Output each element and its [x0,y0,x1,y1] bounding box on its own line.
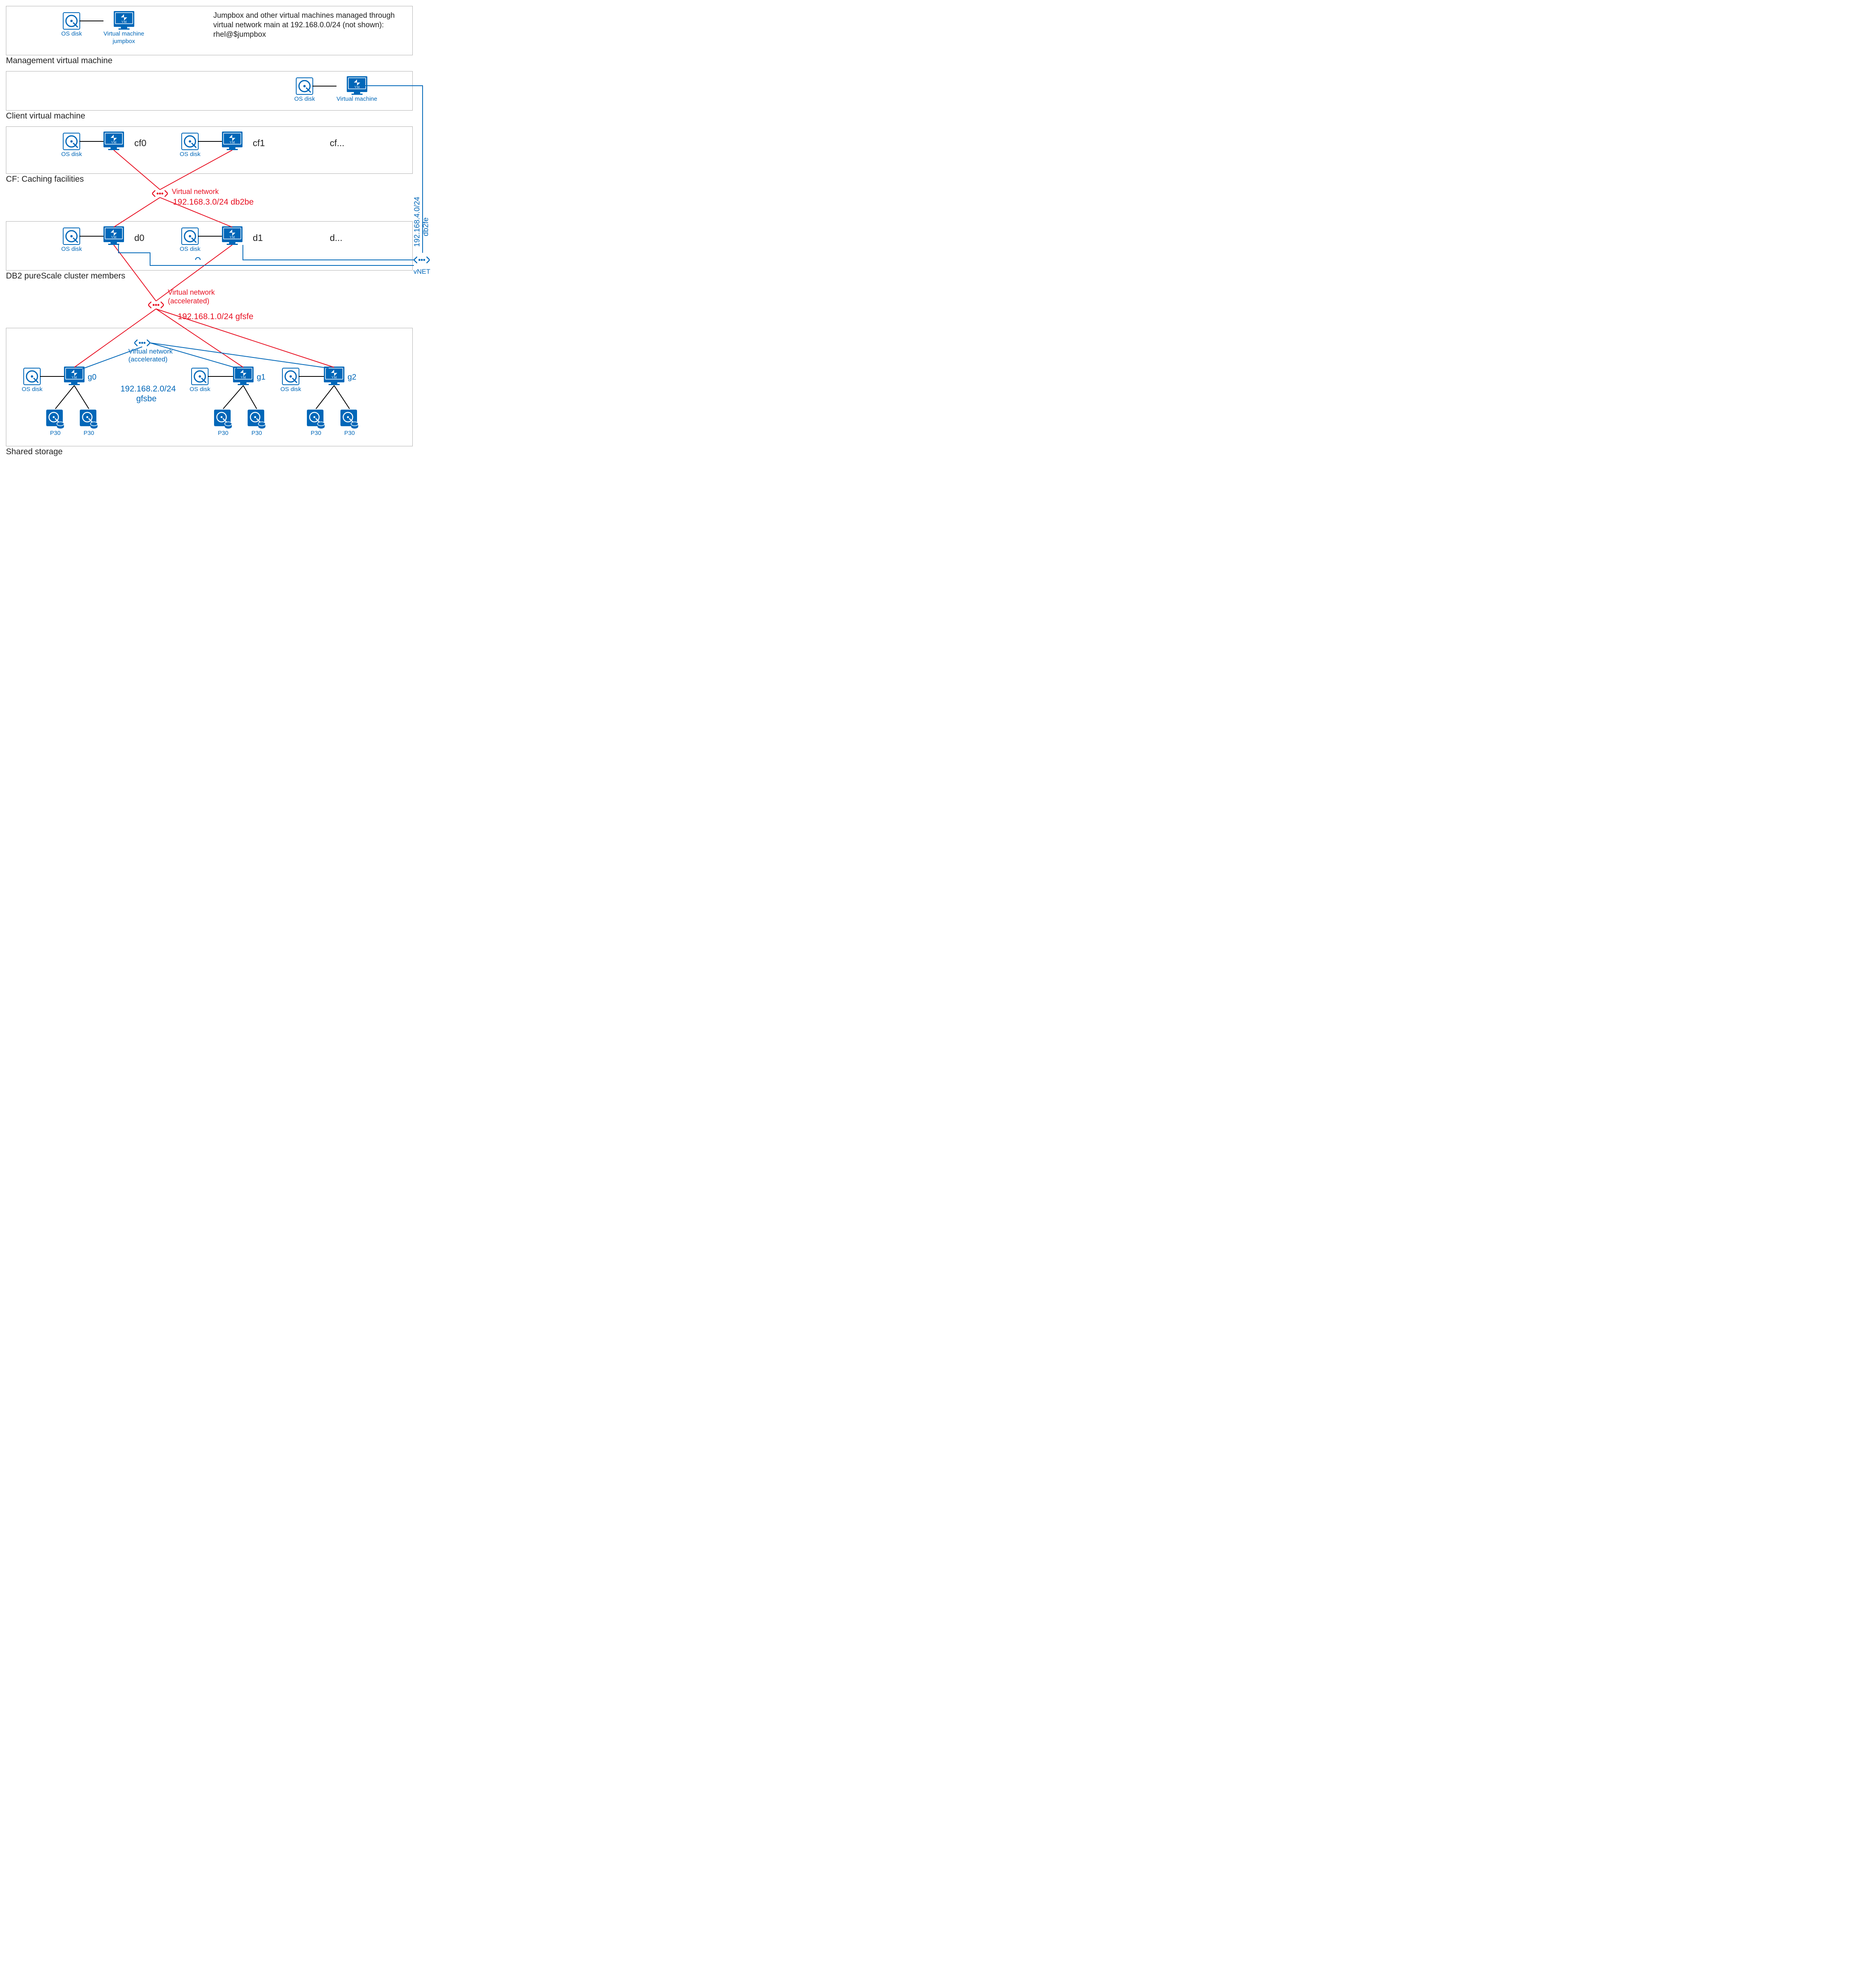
g1-os-disk: OS disk [190,367,211,393]
vnet-db2fe-subnet-2: db2fe [422,217,430,236]
disk-icon [62,227,81,245]
p30-label: P30 [311,430,321,437]
g2-vm [324,367,344,386]
vm-jumpbox-label-1: Virtual machine [103,31,144,38]
p30-label: P30 [218,430,229,437]
disk-icon [62,132,81,150]
vnet-icon [152,186,168,201]
section-storage-title: Shared storage [6,447,63,457]
os-disk-label: OS disk [22,386,43,393]
g1-vm [233,367,254,386]
cf0-vm [103,132,124,150]
vnet-db2be-icon [152,186,168,201]
mgmt-os-disk: OS disk [61,12,82,38]
vnet-gfsbe-subnet-1: 192.168.2.0/24 [120,384,176,394]
d1-label: d1 [253,233,263,243]
p30-icon [306,409,326,429]
os-disk-label: OS disk [61,31,82,38]
d1-vm [222,226,242,245]
cf-more-label: cf... [330,138,344,149]
section-client-title: Client virtual machine [6,111,85,121]
vm-icon [103,132,124,150]
d0-vm [103,226,124,245]
mgmt-vm-jumpbox: Virtual machine jumpbox [103,11,144,45]
vnet-gfsbe-subnet-2: gfsbe [136,394,156,404]
vnet-db2fe-label: vNET [414,268,430,276]
p30-label: P30 [344,430,355,437]
disk-icon [282,367,300,386]
p30-icon [340,409,359,429]
disk-icon [295,77,314,95]
disk-icon [23,367,41,386]
p30-icon [247,409,267,429]
vnet-db2be-subnet: 192.168.3.0/24 db2be [173,198,254,207]
disk-icon [181,227,199,245]
vm-icon [114,11,134,30]
jumpbox-note: Jumpbox and other virtual machines manag… [213,11,395,39]
cf1-vm [222,132,242,150]
vm-icon [222,226,242,245]
p30-icon [79,409,99,429]
g0-vm [64,367,85,386]
vnet-gfsbe-label-1: Virtual network [128,348,173,356]
cf0-label: cf0 [134,138,147,149]
cf0-os-disk: OS disk [61,132,82,158]
vm-icon [233,367,254,386]
client-vm: Virtual machine [336,76,377,103]
g0-label: g0 [88,373,96,382]
g2-p30-a: P30 [306,409,326,437]
g2-os-disk: OS disk [280,367,301,393]
vm-icon [222,132,242,150]
cf1-label: cf1 [253,138,265,149]
g2-p30-b: P30 [340,409,359,437]
g1-label: g1 [257,373,265,382]
g1-p30-b: P30 [247,409,267,437]
disk-icon [181,132,199,150]
os-disk-label: OS disk [190,386,211,393]
vnet-gfsbe-label-2: (accelerated) [128,356,167,363]
section-cf-title: CF: Caching facilities [6,175,84,184]
vm-jumpbox-label-2: jumpbox [113,38,135,45]
vnet-gfsfe-icon [148,297,164,313]
client-os-disk: OS disk [294,77,315,103]
p30-label: P30 [252,430,262,437]
vm-icon [64,367,85,386]
vnet-gfsfe-label-2: (accelerated) [168,297,209,305]
cf1-os-disk: OS disk [180,132,201,158]
os-disk-label: OS disk [61,151,82,158]
d-more-label: d... [330,233,342,243]
g2-label: g2 [348,373,356,382]
vnet-gfsfe-subnet: 192.168.1.0/24 gfsfe [178,312,254,322]
vnet-gfsfe-label-1: Virtual network [168,288,215,297]
os-disk-label: OS disk [280,386,301,393]
d1-os-disk: OS disk [180,227,201,253]
vm-icon [347,76,367,95]
vm-icon [103,226,124,245]
disk-icon [191,367,209,386]
vnet-icon [148,297,164,313]
vm-icon [324,367,344,386]
os-disk-label: OS disk [294,96,315,103]
d0-os-disk: OS disk [61,227,82,253]
p30-label: P30 [84,430,94,437]
os-disk-label: OS disk [180,151,201,158]
disk-icon [62,12,81,30]
os-disk-label: OS disk [61,246,82,253]
vnet-icon [414,252,430,268]
vm-label: Virtual machine [336,96,377,103]
p30-icon [45,409,65,429]
section-db2-title: DB2 pureScale cluster members [6,271,125,281]
g0-p30-a: P30 [45,409,65,437]
vnet-db2fe-icon [414,252,430,268]
p30-icon [213,409,233,429]
d0-label: d0 [134,233,145,243]
os-disk-label: OS disk [180,246,201,253]
section-management-title: Management virtual machine [6,56,113,66]
vnet-db2fe-subnet-1: 192.168.4.0/24 [413,197,422,247]
g0-os-disk: OS disk [22,367,43,393]
g0-p30-b: P30 [79,409,99,437]
vnet-db2be-label: Virtual network [172,188,219,196]
g1-p30-a: P30 [213,409,233,437]
p30-label: P30 [50,430,61,437]
